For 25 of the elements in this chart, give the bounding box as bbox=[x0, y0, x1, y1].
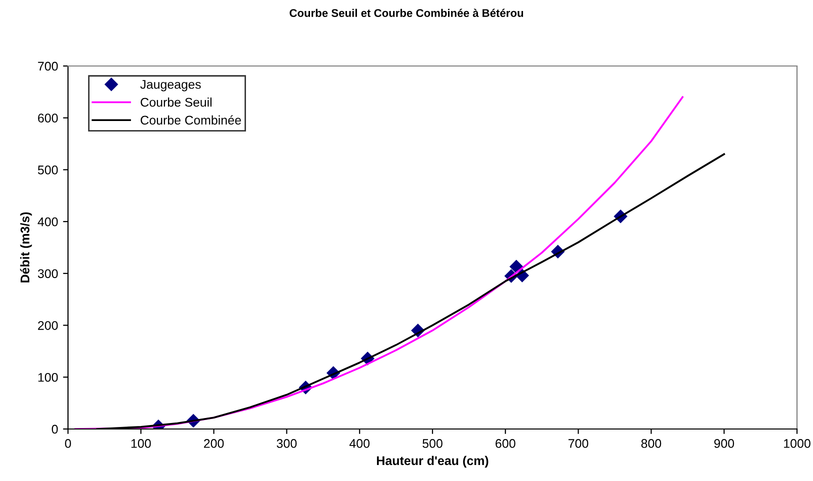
y-tick-label: 100 bbox=[38, 372, 58, 382]
y-tick-label: 600 bbox=[38, 114, 58, 123]
x-tick-label: 400 bbox=[349, 439, 370, 448]
x-tick-label: 100 bbox=[131, 439, 151, 448]
x-tick-label: 800 bbox=[641, 439, 662, 448]
legend-label: Jaugeages bbox=[140, 80, 201, 92]
legend-label: Courbe Seuil bbox=[140, 98, 212, 107]
x-tick-label: 0 bbox=[65, 439, 71, 448]
y-tick-label: 300 bbox=[38, 269, 58, 278]
x-tick-label: 1000 bbox=[784, 439, 810, 448]
y-axis-title: Débit (m3/s) bbox=[20, 212, 32, 282]
y-tick-label: 500 bbox=[38, 166, 58, 174]
y-tick-label: 400 bbox=[38, 217, 58, 226]
legend-label: Courbe Combinée bbox=[140, 115, 241, 125]
x-tick-label: 700 bbox=[568, 439, 588, 448]
y-tick-label: 700 bbox=[38, 62, 58, 71]
x-tick-label: 600 bbox=[496, 439, 516, 448]
chart-title: Courbe Seuil et Courbe Combinée à Bétérou bbox=[290, 8, 524, 17]
x-tick-label: 900 bbox=[714, 439, 734, 448]
x-axis-title: Hauteur d'eau (cm) bbox=[376, 456, 488, 468]
x-tick-label: 500 bbox=[422, 439, 442, 448]
x-tick-label: 200 bbox=[204, 439, 224, 448]
y-tick-label: 0 bbox=[52, 424, 58, 434]
x-tick-label: 300 bbox=[276, 439, 297, 448]
y-tick-label: 200 bbox=[38, 321, 58, 330]
